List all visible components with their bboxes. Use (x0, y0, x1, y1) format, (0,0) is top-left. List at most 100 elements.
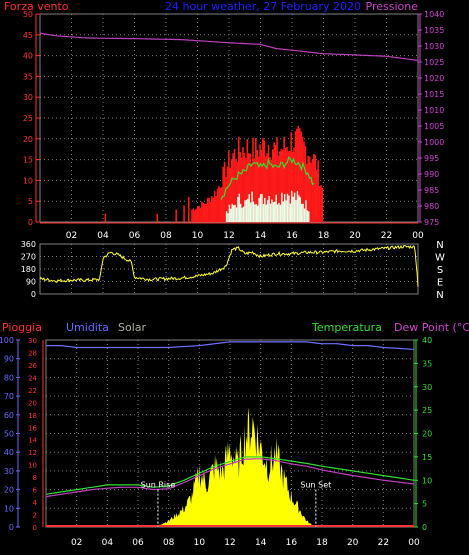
wind-gust-bar (208, 197, 210, 222)
wind-gust-bar (274, 144, 277, 222)
wind-gust-bar (230, 159, 233, 222)
wind-gust-bar (209, 202, 212, 222)
y-left-tick-label: 90 (4, 355, 14, 364)
compass-label-n: N (436, 240, 443, 251)
wind-min-bar (281, 192, 283, 222)
wind-gust-bar (290, 132, 293, 222)
x-tick-label: 06 (129, 231, 141, 241)
humidity-line (46, 341, 415, 350)
wind-gust-bar (104, 213, 107, 222)
wind-gust-bar (284, 147, 287, 222)
wind-gust-bar (279, 151, 281, 222)
wind-gust-bar (310, 162, 312, 222)
wind-gust-bar (212, 197, 215, 222)
wind-gust-bar (256, 149, 259, 222)
wind-gust-bar (192, 208, 195, 222)
wind-gust-bar (298, 128, 301, 222)
y-right-tick-label: 30 (422, 383, 432, 392)
y-right-tick-label: 20 (422, 430, 432, 439)
x-tick-label: 10 (192, 231, 204, 241)
pressure-axis-title: Pressione (366, 0, 419, 13)
wind-gust-bar (196, 206, 199, 222)
x-tick-label: 18 (316, 538, 328, 548)
wind-gust-bar (253, 158, 256, 222)
y-left-tick-label: 60 (4, 411, 14, 420)
y-left-tick-label: 5 (28, 197, 33, 206)
x-tick-label: 16 (286, 231, 298, 241)
wind-gust-bar (307, 155, 310, 222)
y-left-tick-label: 10 (4, 504, 14, 513)
dewpoint-line (45, 458, 415, 498)
x-tick-label: 22 (381, 231, 392, 241)
wind-gust-bar (257, 156, 260, 222)
y-inner-tick-label: 30 (28, 337, 37, 345)
wind-gust-bar (206, 198, 209, 222)
wind-gust-bar (226, 166, 229, 222)
wind-gust-bar (259, 144, 261, 222)
sun-set-label: Sun Set (300, 481, 331, 490)
y-inner-tick-label: 26 (28, 362, 37, 370)
wind-gust-bar (237, 136, 240, 222)
wind-gust-bar (195, 208, 198, 222)
chart-title: 24 hour weather, 27 February 2020 (165, 0, 361, 13)
wind-gust-bar (191, 209, 193, 222)
y-right-tick-label: 1040 (424, 10, 444, 19)
wind-min-bar (254, 204, 256, 222)
y-right-tick-label: 985 (424, 186, 439, 195)
y-left-tick-label: 40 (23, 52, 33, 61)
wind-min-bar (305, 200, 307, 222)
wind-min-bar (292, 196, 294, 222)
wind-gust-bar (315, 169, 318, 222)
rain-axis-title: Pioggia (2, 321, 42, 334)
y-left-tick-label: 15 (23, 156, 33, 165)
y-inner-tick-label: 8 (33, 474, 37, 482)
y-right-tick-label: 35 (422, 359, 432, 368)
wind-min-bar (227, 213, 229, 222)
wind-min-bar (289, 203, 292, 222)
wind-gust-bar (303, 141, 305, 222)
wind-gust-bar (215, 195, 217, 222)
wind-min-bar (271, 199, 273, 222)
wind-min-bar (247, 198, 249, 222)
wind-gust-bar (236, 161, 239, 222)
wind-gust-bar (301, 136, 304, 222)
wind-min-bar (275, 194, 277, 222)
wind-gust-bar (219, 187, 222, 222)
wind-gust-bar (211, 196, 213, 222)
solar-area (153, 407, 315, 527)
wind-gust-bar (229, 167, 232, 222)
y-inner-tick-label: 12 (28, 449, 37, 457)
wind-min-bar (274, 201, 276, 222)
y-left-tick-label: 100 (0, 336, 14, 345)
wind-min-bar (234, 204, 236, 222)
wind-min-bar (283, 194, 286, 222)
wind-gust-bar (300, 131, 302, 222)
y-tick-label: 90 (26, 278, 36, 287)
x-tick-label: 22 (378, 538, 389, 548)
y-inner-tick-label: 6 (33, 487, 38, 495)
humidity-solar-temperature-panel: 0102030405060708090100024681012141618202… (0, 336, 432, 548)
wind-min-bar (248, 194, 250, 222)
wind-min-bar (279, 204, 282, 222)
wind-gust-bar (246, 139, 249, 222)
wind-gust-bar (267, 144, 270, 222)
x-tick-label: 06 (132, 538, 144, 548)
wind-gust-bar (318, 185, 321, 222)
wind-min-bar (252, 201, 255, 222)
x-tick-label: 02 (71, 538, 82, 548)
wind-gust-bar (260, 149, 263, 222)
wind-gust-bar (286, 146, 288, 222)
wind-gust-bar (308, 156, 311, 222)
wind-min-bar (251, 191, 253, 222)
y-right-tick-label: 1020 (424, 74, 444, 83)
y-right-tick-label: 0 (422, 523, 427, 532)
y-tick-label: 180 (21, 265, 36, 274)
y-right-tick-label: 1010 (424, 106, 444, 115)
y-left-tick-label: 30 (23, 93, 33, 102)
y-left-tick-label: 40 (4, 448, 14, 457)
y-left-tick-label: 0 (28, 218, 33, 227)
wind-gust-bar (213, 191, 216, 222)
wind-min-bar (264, 197, 266, 222)
wind-min-bar (276, 204, 279, 222)
